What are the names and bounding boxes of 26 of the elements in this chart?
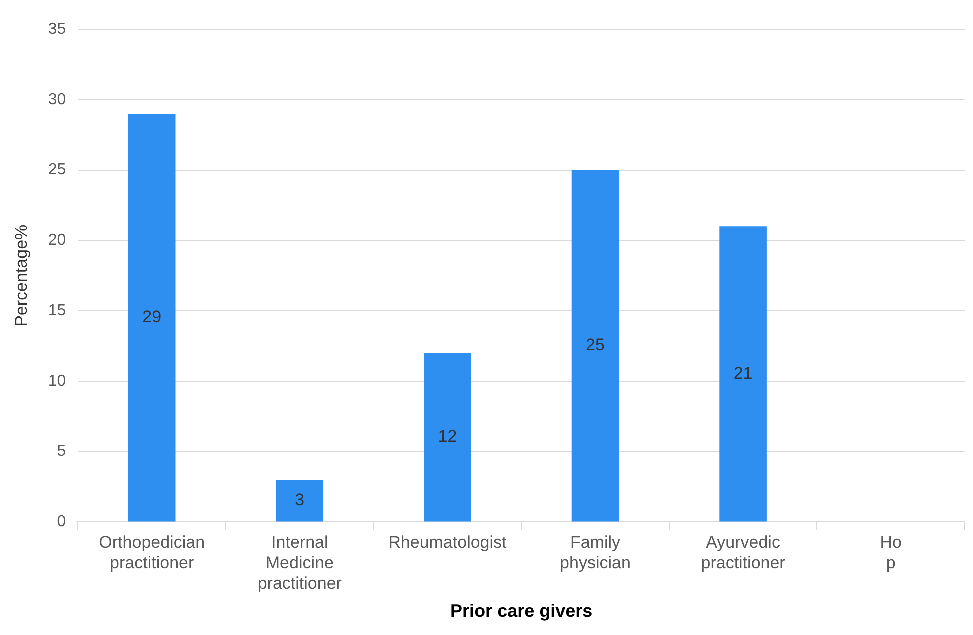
y-tick-label: 15: [48, 302, 66, 320]
bar: [572, 170, 620, 522]
x-tick-label: Ayurvedic practitioner: [701, 533, 786, 572]
x-tick-label: Rheumatologist: [388, 533, 508, 552]
y-tick-label: 0: [57, 514, 66, 531]
y-tick-label: 30: [48, 91, 66, 108]
bar: [424, 353, 472, 522]
data-label: 12: [438, 427, 458, 446]
y-tick-label: 20: [48, 232, 66, 250]
y-tick-label: 25: [48, 162, 66, 179]
x-tick-label: Orthopedician practitioner: [99, 533, 206, 572]
data-label: 21: [734, 364, 753, 383]
y-tick-label: 35: [48, 21, 66, 38]
bar: [128, 114, 176, 522]
y-axis-title: Percentage%: [12, 224, 31, 327]
x-tick-label: Ho p: [880, 533, 902, 572]
y-tick-label: 10: [48, 372, 66, 390]
data-label: 29: [142, 308, 162, 327]
data-label: 25: [586, 336, 605, 355]
bar: [276, 480, 324, 522]
data-label: 3: [295, 490, 305, 510]
y-tick-label: 5: [57, 443, 66, 460]
x-axis-title: Prior care givers: [450, 601, 593, 622]
bar: [720, 226, 767, 522]
x-tick-label: Family physician: [560, 533, 631, 572]
x-tick-label: Internal Medicine practitioner: [258, 533, 342, 593]
